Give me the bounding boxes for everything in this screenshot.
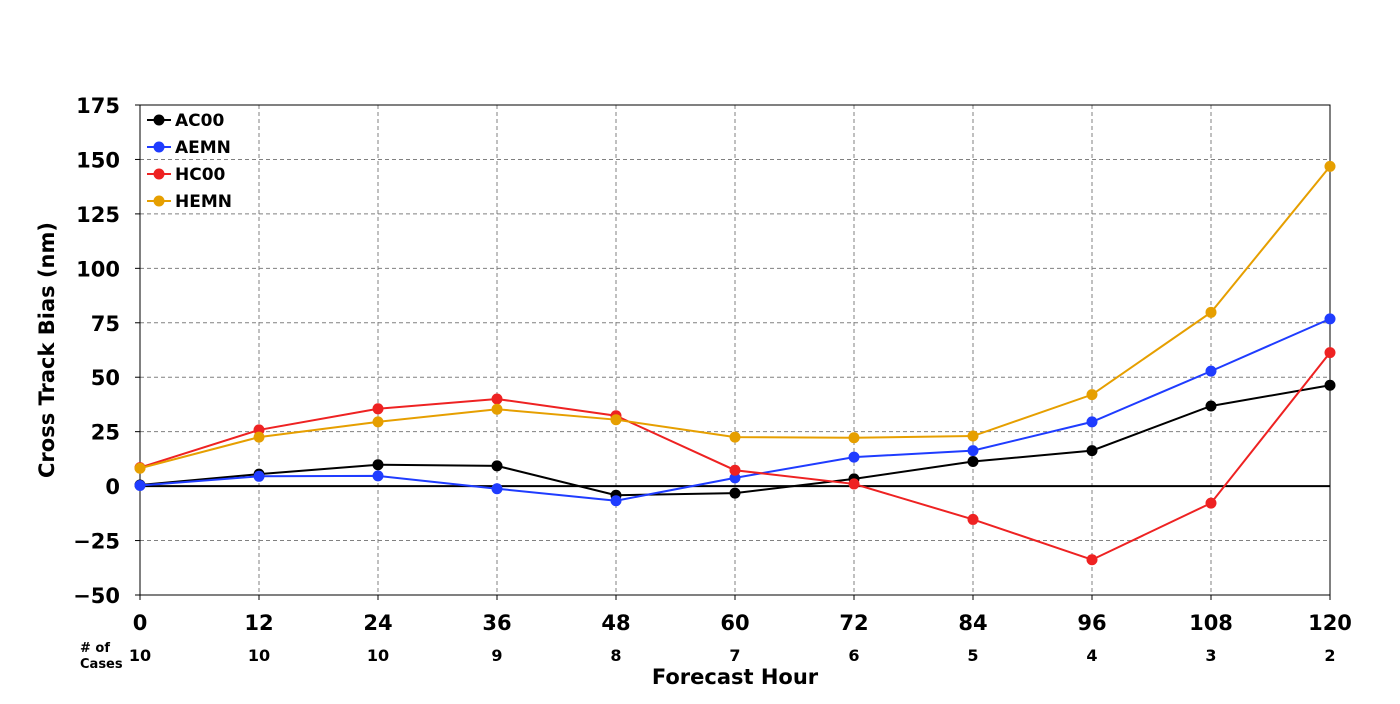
data-point-hemn	[967, 430, 979, 442]
data-point-aemn	[372, 470, 384, 482]
data-series	[134, 160, 1336, 566]
data-point-hc00	[1324, 347, 1336, 359]
data-point-aemn	[1086, 416, 1098, 428]
data-point-hemn	[372, 416, 384, 428]
y-tick-label: −25	[73, 530, 120, 554]
x-tick-label: 84	[958, 611, 987, 635]
legend-marker-aemn	[153, 141, 165, 153]
data-point-hemn	[848, 432, 860, 444]
legend-marker-hemn	[153, 195, 165, 207]
y-tick-label: 75	[91, 312, 120, 336]
data-point-aemn	[729, 472, 741, 484]
data-point-hemn	[1086, 389, 1098, 401]
x-tick-label: 72	[839, 611, 868, 635]
y-tick-label: 125	[76, 203, 120, 227]
legend-label-hc00: HC00	[175, 165, 226, 185]
case-count-label: 5	[967, 646, 978, 665]
legend-marker-ac00	[153, 114, 165, 126]
case-count-label: 9	[491, 646, 502, 665]
case-count-label: 10	[367, 646, 389, 665]
legend-marker-hc00	[153, 168, 165, 180]
data-point-hemn	[491, 403, 503, 415]
data-point-aemn	[848, 451, 860, 463]
legend: AC00 AEMN HC00 HEMN	[147, 111, 232, 212]
cases-row-title: # of Cases	[80, 641, 123, 672]
data-point-hc00	[967, 513, 979, 525]
data-point-ac00	[491, 460, 503, 472]
x-tick-label: 108	[1189, 611, 1233, 635]
y-axis-title: Cross Track Bias (nm)	[35, 222, 59, 478]
grid-lines	[140, 105, 1330, 595]
case-count-label: 8	[610, 646, 621, 665]
x-tick-label: 12	[244, 611, 273, 635]
case-count-label: 3	[1205, 646, 1216, 665]
x-tick-label: 36	[482, 611, 511, 635]
y-tick-label: 25	[91, 421, 120, 445]
data-point-ac00	[1324, 379, 1336, 391]
y-tick-label: 100	[76, 257, 120, 281]
x-tick-label: 48	[601, 611, 630, 635]
data-point-aemn	[253, 470, 265, 482]
case-count-label: 6	[848, 646, 859, 665]
data-point-ac00	[1086, 445, 1098, 457]
data-point-hc00	[491, 393, 503, 405]
cases-row-title-line: Cases	[80, 657, 123, 672]
tick-labels: 0 12 24 36 48 60 72 84 96 108 120 −50 −25 0 25 50 75 100 1…	[73, 94, 1352, 635]
legend-label-hemn: HEMN	[175, 192, 232, 212]
data-point-hc00	[1205, 497, 1217, 509]
data-point-aemn	[967, 445, 979, 457]
y-tick-label: 0	[105, 475, 120, 499]
data-point-hc00	[729, 464, 741, 476]
y-tick-label: −50	[73, 584, 120, 608]
data-point-ac00	[729, 487, 741, 499]
data-point-hemn	[610, 414, 622, 426]
legend-label-aemn: AEMN	[175, 138, 231, 158]
data-point-ac00	[1205, 400, 1217, 412]
x-tick-label: 60	[720, 611, 749, 635]
data-point-aemn	[491, 483, 503, 495]
data-point-ac00	[967, 456, 979, 468]
data-point-hemn	[729, 431, 741, 443]
x-axis-title: Forecast Hour	[652, 665, 819, 689]
data-point-ac00	[372, 459, 384, 471]
case-count-label: 10	[129, 646, 151, 665]
data-point-aemn	[134, 479, 146, 491]
data-point-hemn	[134, 462, 146, 474]
x-tick-label: 0	[133, 611, 148, 635]
x-tick-label: 96	[1077, 611, 1106, 635]
case-count-label: 10	[248, 646, 270, 665]
data-point-hemn	[1205, 306, 1217, 318]
y-tick-label: 175	[76, 94, 120, 118]
data-point-aemn	[610, 495, 622, 507]
x-tick-label: 24	[363, 611, 392, 635]
x-tick-label: 120	[1308, 611, 1352, 635]
case-count-label: 4	[1086, 646, 1097, 665]
data-point-hc00	[372, 403, 384, 415]
y-tick-label: 50	[91, 366, 120, 390]
case-counts: # of Cases 10 10 10 9 8 7 6 5 4 3 2	[80, 641, 1336, 672]
data-point-hc00	[1086, 554, 1098, 566]
data-point-aemn	[1324, 313, 1336, 325]
data-point-aemn	[1205, 365, 1217, 377]
case-count-label: 7	[729, 646, 740, 665]
axes	[135, 104, 1331, 600]
cases-row-title-line: # of	[80, 641, 110, 656]
case-count-label: 2	[1324, 646, 1335, 665]
y-tick-label: 150	[76, 148, 120, 172]
data-point-hc00	[848, 478, 860, 490]
legend-label-ac00: AC00	[175, 111, 224, 131]
data-point-hemn	[1324, 160, 1336, 172]
data-point-hemn	[253, 431, 265, 443]
